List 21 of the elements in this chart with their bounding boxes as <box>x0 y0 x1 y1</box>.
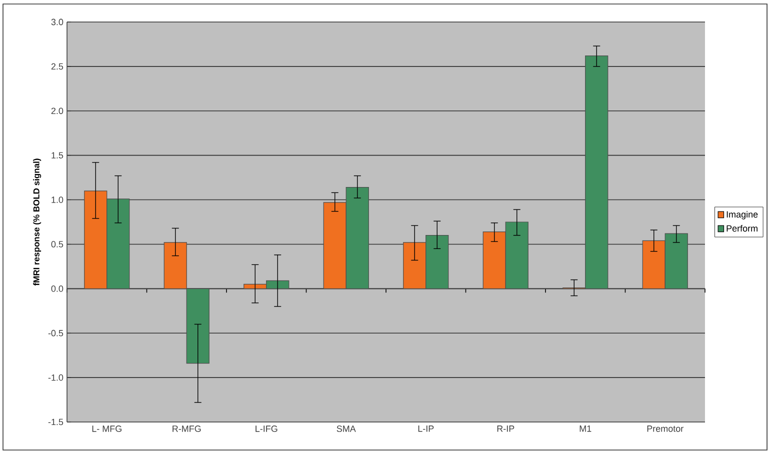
y-tick-label: 1.0 <box>52 196 64 203</box>
x-tick-label: L-IP <box>418 426 434 432</box>
x-tick-label: SMA <box>336 426 356 432</box>
x-tick-label: Premotor <box>647 426 684 432</box>
x-tick-label: R-MFG <box>172 426 201 432</box>
x-tick-label: L- MFG <box>92 426 122 432</box>
y-tick-label: 3.0 <box>51 18 64 26</box>
legend-label: Perform <box>726 225 758 232</box>
y-tick-label: 0.5 <box>51 241 64 248</box>
y-tick-label: 2.5 <box>51 63 64 70</box>
x-tick-label: M1 <box>580 426 592 432</box>
y-axis-title: fMRI response (% BOLD signal) <box>33 158 42 286</box>
y-tick-label: 2.0 <box>51 108 64 114</box>
y-tick-label: -1.5 <box>48 418 64 426</box>
y-tick-label: -1.0 <box>48 374 64 381</box>
x-tick-label: R-IP <box>497 426 514 432</box>
legend-label: Imagine <box>726 210 758 220</box>
x-tick-label: L-IFG <box>256 426 278 432</box>
y-tick-label: -0.5 <box>48 330 64 336</box>
y-tick-label: 1.5 <box>52 152 64 158</box>
y-tick-label: 0.0 <box>51 285 64 292</box>
